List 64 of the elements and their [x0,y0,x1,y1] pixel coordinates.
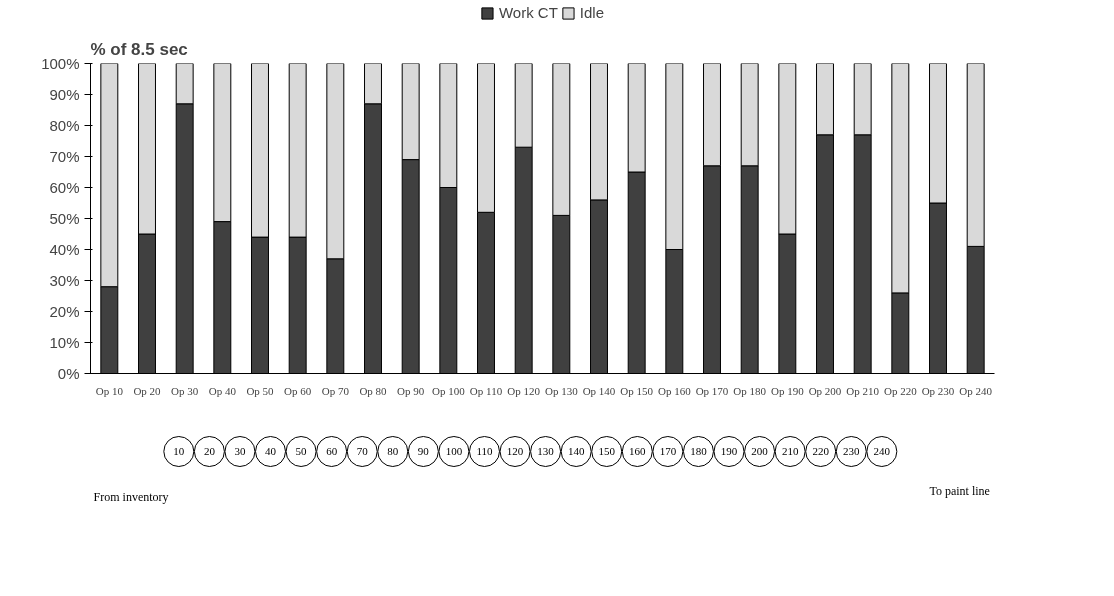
x-tick-label: Op 220 [883,384,918,397]
x-tick-label: Op 190 [770,384,805,397]
text: 60 [326,445,338,457]
text: 240 [873,445,891,457]
y-tick-label: 60% [49,179,80,196]
text: 130 [537,445,555,457]
text: 140 [567,445,585,457]
y-tick-label: 90% [49,86,80,103]
x-tick-label: Op 130 [544,384,579,397]
text: 80 [387,445,399,457]
text: From inventory [93,490,169,504]
x-tick-label: Op 180 [733,384,767,397]
text: 120 [506,445,524,457]
text: 170 [659,445,677,457]
text: 180 [690,445,708,457]
x-tick-label: Op 110 [469,384,503,397]
text: 210 [781,445,799,457]
y-tick-label: 70% [49,148,80,165]
x-tick-label: Op 20 [133,384,162,397]
x-tick-label: Op 170 [695,384,729,397]
x-tick-label: Op 40 [208,384,237,397]
text: To paint line [929,483,990,498]
text: 90 [417,445,430,457]
x-tick-label: Op 80 [359,384,388,397]
y-axis-title: % of 8.5 sec [90,39,188,59]
text: 30 [234,445,246,457]
text: 10 [173,445,185,457]
text: 200 [751,445,769,457]
x-tick-label: Op 150 [620,384,654,397]
x-tick-label: Op 240 [959,384,993,397]
x-tick-label: Op 100 [431,384,466,397]
y-tick-label: 20% [49,303,80,320]
y-tick-label: 40% [49,241,80,258]
text: 150 [598,445,616,457]
x-tick-label: Op 50 [246,384,275,397]
y-tick-label: 50% [49,210,80,227]
text: 230 [843,445,861,457]
text: 220 [812,445,830,457]
text: 50 [295,445,308,457]
x-tick-label: Op 120 [507,384,541,397]
y-tick-label: 100% [41,55,80,72]
x-tick-label: Op 70 [321,384,350,397]
x-tick-label: Op 210 [846,384,880,397]
legend-label: Work CT [498,4,558,21]
x-tick-label: Op 140 [582,384,616,397]
y-tick-label: 0% [57,365,80,382]
text: 20 [203,445,216,457]
text: 190 [720,445,738,457]
x-tick-label: Op 200 [808,384,842,397]
x-tick-label: Op 160 [657,384,692,397]
y-tick-label: 10% [49,334,80,351]
x-tick-label: Op 230 [921,384,955,397]
legend-label: Idle [579,4,605,21]
x-tick-label: Op 60 [284,384,312,397]
x-tick-label: Op 30 [171,384,199,397]
text: 70 [356,445,369,457]
y-tick-label: 80% [49,117,80,134]
text: 100 [445,445,463,457]
x-tick-label: Op 90 [397,384,425,397]
text: 160 [629,445,647,457]
text: 110 [476,445,494,457]
x-tick-label: Op 10 [95,384,124,397]
y-tick-label: 30% [49,272,80,289]
text: 40 [265,445,277,457]
